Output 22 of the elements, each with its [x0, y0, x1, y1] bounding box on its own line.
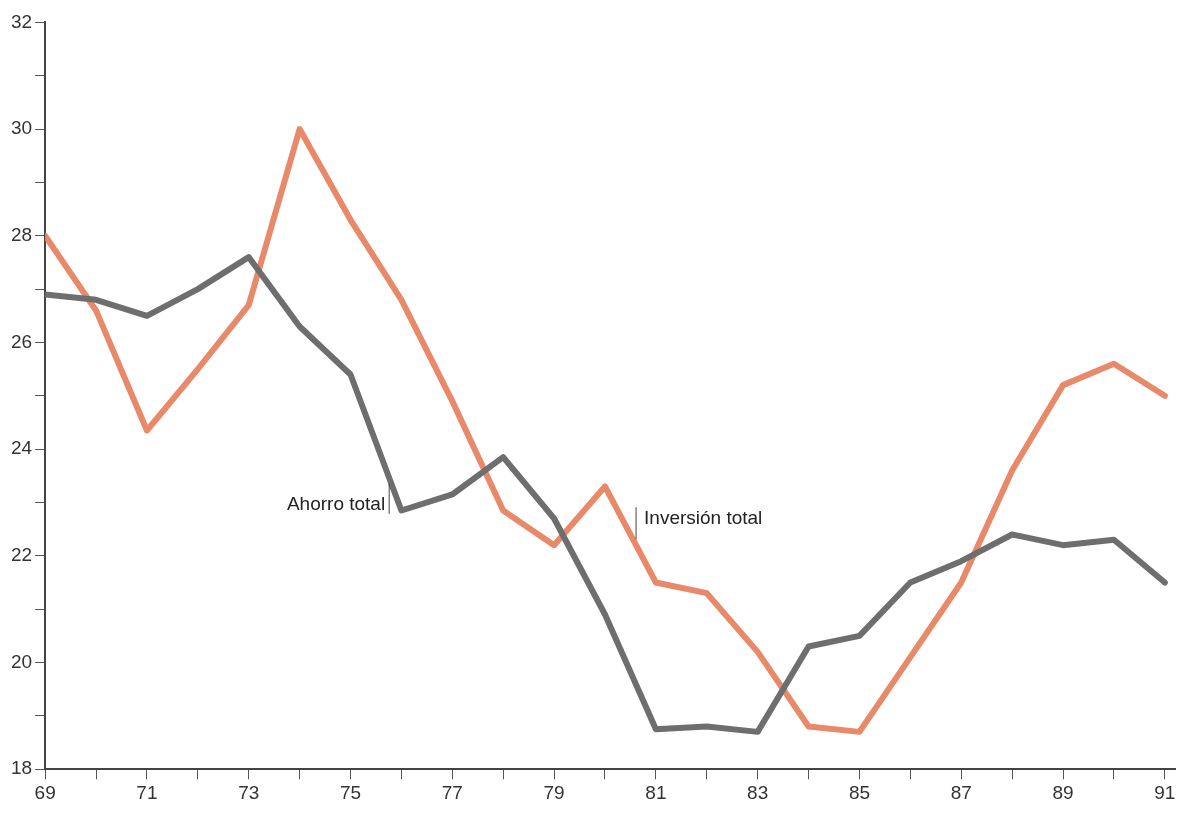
y-tick-label: 22	[10, 544, 33, 566]
y-tick-label: 28	[10, 224, 33, 246]
x-tick-label: 83	[747, 781, 769, 803]
x-tick-label: 73	[238, 781, 260, 803]
series-label: Ahorro total	[286, 492, 386, 514]
y-tick-label: 24	[10, 437, 33, 459]
series-label: Inversión total	[644, 507, 763, 529]
y-tick-label: 30	[10, 117, 33, 139]
y-tick-label: 26	[10, 330, 33, 352]
x-tick-label: 85	[848, 781, 871, 803]
y-tick-label: 18	[10, 757, 33, 779]
x-tick-label: 71	[136, 781, 158, 803]
y-tick-label: 32	[10, 10, 33, 32]
x-tick-label: 77	[441, 781, 463, 803]
x-tick-label: 89	[1052, 781, 1074, 803]
y-tick-label: 20	[10, 650, 33, 672]
x-tick-label: 91	[1154, 781, 1176, 803]
x-tick-label: 79	[543, 781, 565, 803]
x-tick-label: 87	[950, 781, 972, 803]
x-tick-label: 69	[34, 781, 56, 803]
x-tick-label: 75	[339, 781, 362, 803]
x-tick-label: 81	[645, 781, 667, 803]
